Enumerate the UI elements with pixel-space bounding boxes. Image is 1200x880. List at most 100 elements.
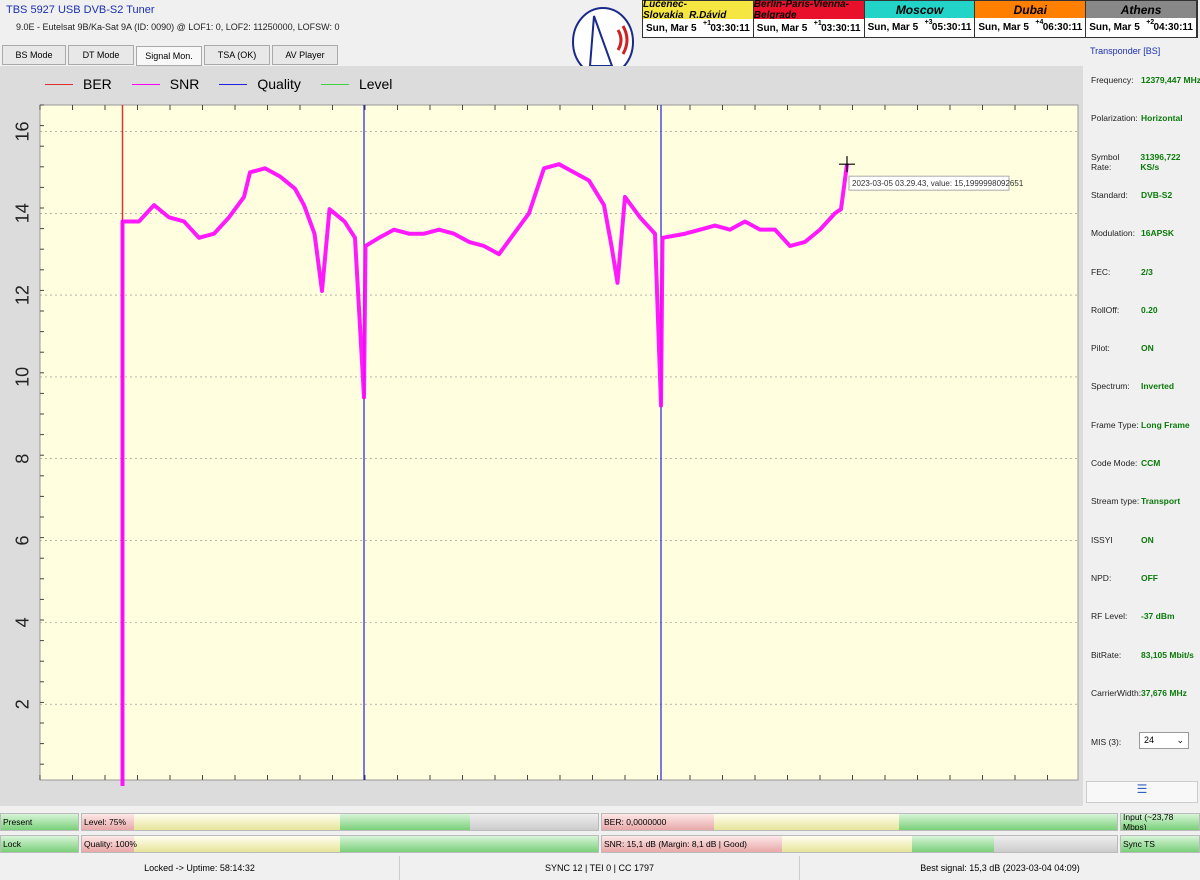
clock-date: Sun, Mar 5 (978, 22, 1029, 34)
field-label: RF Level: (1091, 611, 1128, 622)
legend-label: BER (83, 76, 112, 92)
transponder-field: Code Mode: CCM (1091, 458, 1200, 468)
best-signal-status: Best signal: 15,3 dB (2023-03-04 04:09) (920, 863, 1080, 873)
transponder-field: Modulation: 16APSK (1091, 228, 1200, 238)
level-bar: Level: 75% (81, 813, 599, 831)
clock-time-row: Sun, Mar 5 +3 05:30:11 (864, 18, 975, 37)
field-value: 83,105 Mbit/s (1141, 649, 1194, 660)
clock-offset: +3 (924, 19, 933, 27)
field-value: 0.20 (1141, 304, 1158, 315)
clock-0: Lučenec-Slovakia_R.Dávid Sun, Mar 5 +1 03:… (643, 0, 754, 37)
field-value: -37 dBm (1141, 611, 1175, 622)
field-label: Modulation: (1091, 228, 1135, 239)
uptime-status: Locked -> Uptime: 58:14:32 (0, 856, 400, 880)
field-value: 31396,722 KS/s (1140, 151, 1181, 172)
list-button[interactable]: ☰ (1086, 781, 1198, 803)
transponder-field: Stream type: Transport (1091, 496, 1200, 506)
sync-status: SYNC 12 | TEI 0 | CC 1797 (400, 856, 800, 880)
snr-label: SNR: 15,1 dB (Margin: 8,1 dB | Good) (604, 839, 747, 849)
quality-bar: Quality: 100% (81, 835, 599, 853)
transponder-field: RollOff: 0.20 (1091, 305, 1200, 315)
clock-offset: +2 (1146, 19, 1155, 27)
y-tick-label: 8 (13, 454, 33, 464)
y-tick-label: 14 (13, 203, 33, 223)
field-label: NPD: (1091, 572, 1112, 583)
app-title: TBS 5927 USB DVB-S2 Tuner (6, 4, 155, 16)
present-indicator: Present (0, 813, 79, 831)
field-label: Symbol Rate: (1091, 151, 1120, 172)
tooltip-box (848, 175, 1010, 191)
transponder-field: NPD: OFF (1091, 573, 1200, 583)
clock-date: Sun, Mar 5 (1089, 22, 1140, 34)
legend-label: Level (358, 76, 393, 92)
tab-bs-mode[interactable]: BS Mode (2, 45, 66, 65)
level-label: Level: 75% (84, 817, 127, 827)
mis-value: 24 (1144, 735, 1155, 745)
snr-line (120, 162, 849, 786)
legend-swatch (131, 83, 160, 85)
clock-time: 06:30:11 (1042, 22, 1083, 34)
legend-snr: SNR (131, 76, 199, 92)
field-label: CarrierWidth: (1091, 687, 1142, 698)
plot-area (39, 104, 1079, 781)
field-label: Code Mode: (1091, 458, 1138, 468)
clock-4: Athens Sun, Mar 5 +2 04:30:11 (1086, 1, 1197, 37)
clock-city: Berlin-Paris-Vienna-Belgrade (753, 0, 864, 21)
legend-ber: BER (45, 76, 112, 92)
field-value: OFF (1141, 572, 1158, 583)
transponder-field: CarrierWidth: 37,676 MHz (1091, 688, 1200, 698)
transponder-field: Polarization: Horizontal (1091, 113, 1200, 123)
input-indicator: Input (~23,78 Mbps) (1120, 813, 1200, 831)
lock-label: Lock (3, 839, 21, 849)
clock-offset: +4 (1035, 19, 1044, 27)
tab-dt-mode[interactable]: DT Mode (68, 45, 134, 65)
status-bar: Locked -> Uptime: 58:14:32 SYNC 12 | TEI… (0, 856, 1200, 880)
mis-select[interactable]: 24 ⌄ (1139, 732, 1189, 749)
transponder-field: Standard: DVB-S2 (1091, 190, 1200, 200)
field-value: 16APSK (1141, 228, 1175, 239)
y-tick-label: 6 (13, 536, 33, 546)
ber-label: BER: 0,0000000 (604, 817, 667, 827)
field-label: RollOff: (1091, 304, 1120, 315)
clock-time-row: Sun, Mar 5 +1 03:30:11 (643, 19, 753, 37)
transponder-field: RF Level: -37 dBm (1091, 611, 1200, 621)
transponder-field: Symbol Rate: 31396,722 KS/s (1091, 152, 1200, 172)
clock-city: Moscow (864, 1, 975, 19)
field-label: Pilot: (1091, 343, 1110, 354)
legend-swatch (320, 83, 349, 85)
clock-time: 03:30:11 (821, 22, 861, 34)
quality-label: Quality: 100% (84, 839, 137, 849)
lock-indicator: Lock (0, 835, 79, 853)
field-label: Spectrum: (1091, 381, 1130, 392)
clock-city: Lučenec-Slovakia_R.Dávid (643, 0, 753, 21)
tab-signal-mon[interactable]: Signal Mon. (136, 46, 202, 66)
snr-bar: SNR: 15,1 dB (Margin: 8,1 dB | Good) (601, 835, 1118, 853)
legend-quality: Quality (219, 76, 301, 92)
field-value: 2/3 (1141, 266, 1153, 277)
crosshair-cursor-icon (839, 156, 855, 173)
transponder-field: ISSYI ON (1091, 535, 1200, 545)
field-label: FEC: (1091, 266, 1111, 277)
clock-time-row: Sun, Mar 5 +4 06:30:11 (975, 18, 1086, 37)
field-label: BitRate: (1091, 649, 1122, 660)
tab-tsa[interactable]: TSA (OK) (204, 45, 270, 65)
field-value: CCM (1141, 458, 1161, 468)
clock-3: Dubai Sun, Mar 5 +4 06:30:11 (975, 1, 1087, 37)
y-tick-label: 4 (13, 617, 33, 627)
sync-label: Sync TS (1123, 839, 1155, 849)
field-label: Polarization: (1091, 113, 1138, 124)
clock-time-row: Sun, Mar 5 +1 03:30:11 (753, 19, 864, 37)
field-value: Long Frame (1141, 419, 1190, 430)
clock-time: 04:30:11 (1153, 22, 1193, 34)
y-tick-label: 12 (13, 285, 33, 305)
clock-time-row: Sun, Mar 5 +2 04:30:11 (1086, 18, 1196, 37)
field-value: ON (1141, 343, 1154, 354)
tooltip-text: 2023-03-05 03.29.43, value: 15,199999809… (852, 179, 1024, 188)
tab-av-player[interactable]: AV Player (272, 45, 338, 65)
field-label: Stream type: (1091, 496, 1140, 507)
transponder-field: Pilot: ON (1091, 343, 1200, 353)
present-label: Present (3, 817, 33, 827)
field-value: Horizontal (1141, 113, 1183, 124)
field-value: 37,676 MHz (1141, 687, 1187, 698)
input-label: Input (~23,78 Mbps) (1123, 813, 1174, 831)
